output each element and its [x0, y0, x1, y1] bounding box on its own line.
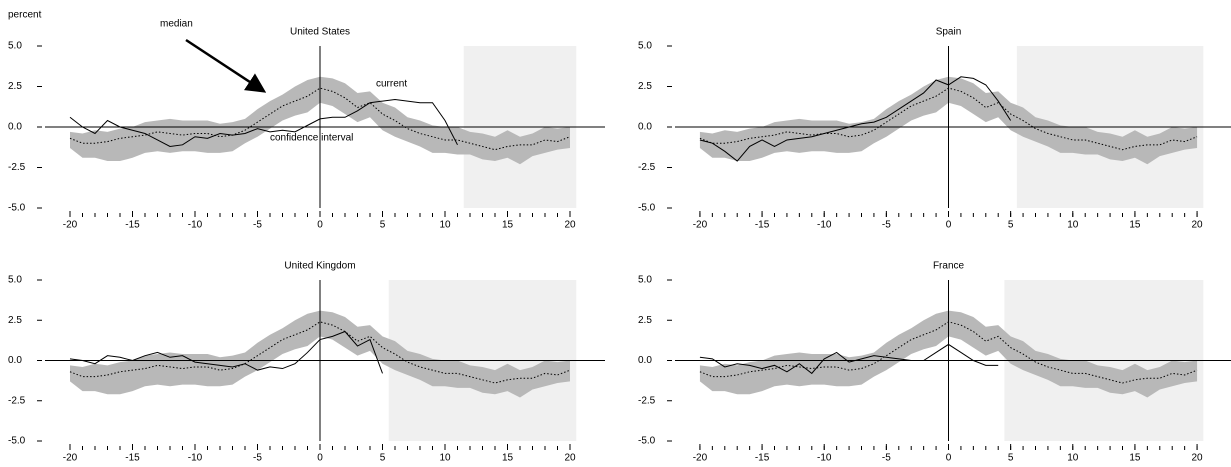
y-tick-label: -5.0	[8, 436, 26, 447]
x-tick-label: 0	[946, 453, 952, 464]
y-tick-label: 0.0	[638, 355, 652, 366]
y-axis-label: percent	[8, 10, 42, 21]
y-tick-label: -2.5	[638, 162, 656, 173]
y-tick-label: -5.0	[8, 203, 26, 214]
x-tick-label: 20	[1192, 220, 1204, 231]
y-tick-label: -5.0	[638, 203, 656, 214]
x-tick-label: 10	[1067, 220, 1079, 231]
y-tick-label: -2.5	[8, 162, 26, 173]
y-tick-label: 0.0	[8, 355, 22, 366]
x-tick-label: 20	[1192, 453, 1204, 464]
x-tick-label: 15	[1129, 453, 1141, 464]
confidence-band	[699, 76, 1198, 165]
current-line	[69, 330, 383, 374]
x-tick-label: -20	[63, 453, 78, 464]
y-tick-label: 5.0	[638, 275, 652, 286]
confidence-band	[699, 310, 1198, 398]
x-tick-label: 10	[439, 220, 451, 231]
y-tick-label: 2.5	[8, 315, 22, 326]
median-line	[699, 321, 1198, 384]
y-tick-label: 5.0	[638, 41, 652, 52]
x-tick-label: -5	[882, 220, 891, 231]
chart-title: France	[933, 261, 965, 272]
x-tick-label: -15	[755, 453, 770, 464]
x-tick-label: 5	[380, 220, 386, 231]
current-line	[69, 98, 458, 147]
x-tick-label: -5	[253, 220, 262, 231]
x-tick-label: -10	[817, 220, 832, 231]
confidence-band	[70, 76, 570, 165]
x-tick-label: 0	[317, 220, 323, 231]
x-tick-label: 5	[380, 453, 386, 464]
x-tick-label: 15	[502, 453, 514, 464]
y-tick-label: 2.5	[638, 315, 652, 326]
y-tick-label: 0.0	[638, 122, 652, 133]
annotation: median	[160, 19, 193, 30]
median-line	[69, 321, 571, 384]
annotation: current	[376, 79, 407, 90]
current-line	[699, 343, 999, 375]
x-tick-label: -10	[817, 453, 832, 464]
annotation: confidence interval	[270, 133, 353, 144]
y-tick-label: -2.5	[638, 395, 656, 406]
current-line	[699, 76, 1012, 162]
x-tick-label: 0	[317, 453, 323, 464]
x-tick-label: 15	[1129, 220, 1141, 231]
x-tick-label: 10	[439, 453, 451, 464]
annotation-arrow	[185, 38, 267, 93]
chart-title: United Kingdom	[284, 261, 355, 272]
x-tick-label: -10	[188, 220, 203, 231]
x-tick-label: 5	[1008, 453, 1014, 464]
y-tick-label: 5.0	[8, 275, 22, 286]
x-tick-label: -20	[693, 220, 708, 231]
y-tick-label: 5.0	[8, 41, 22, 52]
x-tick-label: -5	[882, 453, 891, 464]
x-tick-label: -5	[253, 453, 262, 464]
x-tick-label: 15	[502, 220, 514, 231]
x-tick-label: -15	[125, 453, 140, 464]
median-line	[69, 87, 571, 151]
y-tick-label: -5.0	[638, 436, 656, 447]
x-tick-label: -20	[63, 220, 78, 231]
x-tick-label: -10	[188, 453, 203, 464]
x-tick-label: -15	[125, 220, 140, 231]
y-tick-label: 2.5	[8, 81, 22, 92]
median-line	[699, 87, 1198, 151]
x-tick-label: -20	[693, 453, 708, 464]
y-tick-label: 0.0	[8, 122, 22, 133]
chart-title: Spain	[936, 27, 962, 38]
y-tick-label: 2.5	[638, 81, 652, 92]
x-tick-label: 20	[564, 220, 576, 231]
x-tick-label: 5	[1008, 220, 1014, 231]
y-tick-label: -2.5	[8, 395, 26, 406]
x-tick-label: 10	[1067, 453, 1079, 464]
x-tick-label: 20	[564, 453, 576, 464]
x-tick-label: 0	[946, 220, 952, 231]
chart-title: United States	[290, 27, 350, 38]
confidence-band	[70, 310, 570, 398]
x-tick-label: -15	[755, 220, 770, 231]
